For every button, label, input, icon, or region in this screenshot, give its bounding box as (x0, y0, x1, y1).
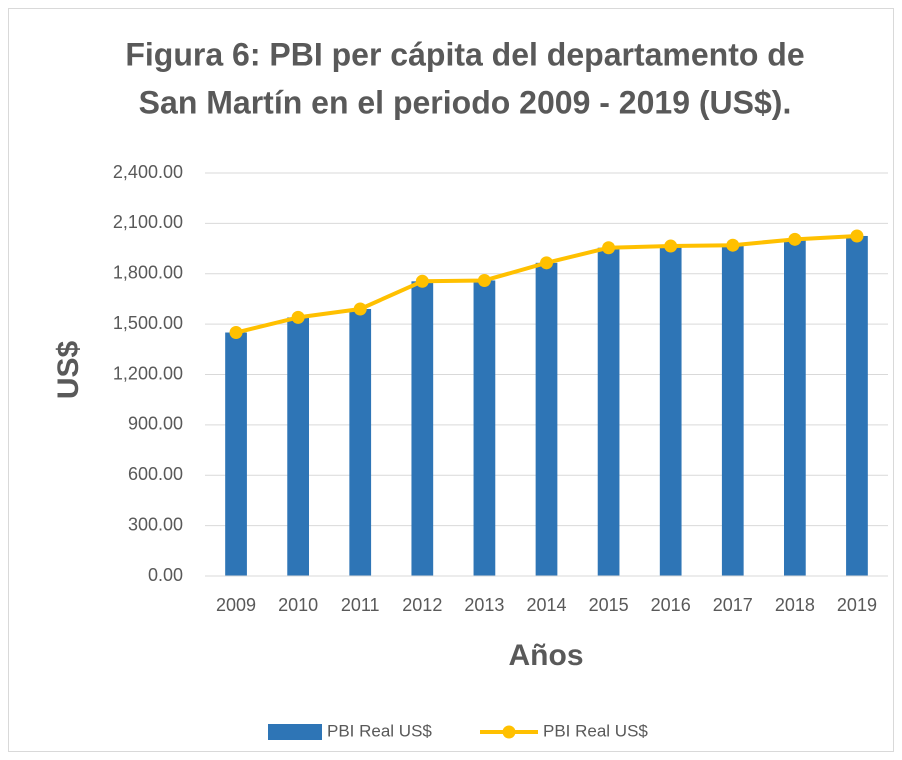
line-marker (229, 326, 243, 340)
bar (783, 239, 806, 576)
x-tick-label: 2018 (775, 595, 815, 615)
bar (597, 247, 620, 577)
line-marker (415, 274, 429, 288)
legend-label: PBI Real US$ (327, 721, 432, 740)
bar (411, 281, 434, 576)
bar (659, 246, 682, 576)
bar (535, 262, 558, 576)
x-tick-label: 2014 (526, 595, 566, 615)
y-tick-label: 1,500.00 (113, 313, 183, 333)
chart-border (8, 8, 894, 752)
y-tick-label: 600.00 (128, 464, 183, 484)
x-tick-label: 2016 (651, 595, 691, 615)
legend-label: PBI Real US$ (543, 721, 648, 740)
x-tick-label: 2010 (278, 595, 318, 615)
x-tick-label: 2017 (713, 595, 753, 615)
x-tick-label: 2011 (341, 595, 380, 615)
x-tick-label: 2015 (589, 595, 629, 615)
legend-swatch (502, 725, 516, 739)
line-marker (477, 273, 491, 287)
chart-title: San Martín en el periodo 2009 - 2019 (US… (139, 84, 792, 120)
y-tick-label: 1,200.00 (113, 363, 183, 383)
bar (721, 245, 744, 576)
x-axis-title: Años (509, 639, 584, 672)
y-axis-title: US$ (52, 341, 85, 400)
x-tick-label: 2019 (837, 595, 877, 615)
line-marker (291, 310, 305, 324)
y-tick-label: 2,100.00 (113, 212, 183, 232)
x-tick-label: 2012 (402, 595, 442, 615)
bar (846, 235, 868, 576)
chart-title: Figura 6: PBI per cápita del departament… (125, 36, 804, 72)
line-marker (540, 256, 553, 270)
x-tick-label: 2009 (216, 595, 256, 615)
line-marker (850, 229, 864, 243)
line-marker (353, 302, 367, 316)
y-tick-label: 900.00 (128, 414, 183, 434)
line-marker (602, 241, 616, 255)
y-tick-label: 2,400.00 (113, 162, 183, 182)
legend-swatch (268, 724, 322, 740)
y-tick-label: 300.00 (128, 514, 183, 534)
y-tick-label: 0.00 (148, 565, 183, 585)
line-marker (664, 239, 678, 253)
bar (473, 280, 496, 576)
x-tick-label: 2013 (464, 595, 504, 615)
bar (225, 332, 247, 576)
bar (287, 317, 310, 576)
y-tick-label: 1,800.00 (113, 263, 183, 283)
line-marker (726, 238, 740, 252)
line-marker (788, 232, 802, 246)
bar (349, 309, 372, 576)
